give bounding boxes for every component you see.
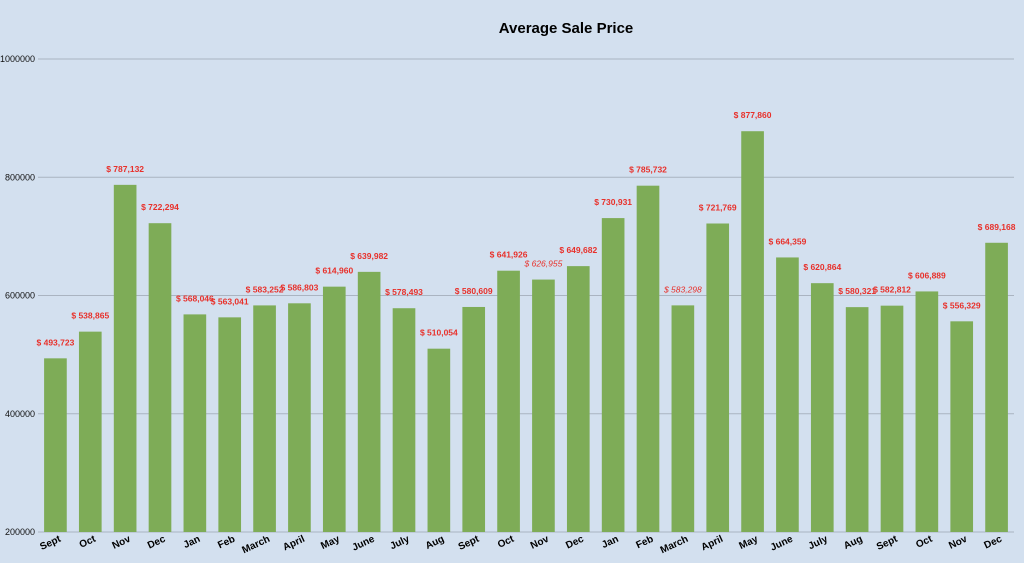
x-tick-label: June [769,534,795,554]
x-tick-label: Sept [875,533,900,552]
x-tick-label: Sept [38,533,63,552]
x-tick-label: Dec [983,534,1005,552]
x-tick-label: May [319,534,342,552]
x-tick-label: Nov [111,534,133,552]
y-tick-label: 400000 [5,409,35,419]
data-label: $ 722,294 [141,202,179,212]
y-tick-label: 200000 [5,527,35,537]
x-tick-label: June [351,534,377,554]
bar [113,184,137,532]
data-label: $ 583,298 [663,284,702,294]
bar [288,303,311,532]
x-tick-label: Jan [600,534,620,551]
data-label: $ 649,682 [559,245,597,255]
data-label: $ 580,321 [838,286,876,296]
bar [636,185,660,532]
data-label: $ 582,812 [873,285,911,295]
x-tick-label: May [738,534,761,552]
bars [44,131,1008,533]
data-label: $ 730,931 [594,197,632,207]
bar [392,308,416,532]
data-label: $ 641,926 [490,250,528,260]
bar [776,257,799,532]
bar [427,348,451,532]
bar [741,131,764,532]
x-tick-label: March [240,534,271,556]
data-label: $ 538,865 [71,311,109,321]
chart-title: Average Sale Price [499,20,634,37]
x-tick-label: April [700,534,725,554]
x-tick-label: Feb [216,534,237,551]
data-label: $ 877,860 [734,110,772,120]
data-label: $ 664,359 [769,236,807,246]
data-label: $ 583,252 [246,284,284,294]
bar [950,321,974,532]
x-tick-label: Oct [78,533,98,550]
x-tick-label: Sept [457,533,482,552]
data-labels: $ 493,723 $ 538,865 $ 787,132 $ 722,294 $ 56… [37,110,1016,347]
data-label: $ 689,168 [978,222,1016,232]
bar [566,266,590,532]
data-label: $ 580,609 [455,286,493,296]
bar [532,279,555,532]
bar [985,242,1008,532]
x-tick-label: Jan [182,534,202,551]
x-tick-label: Nov [529,534,551,552]
bar [601,218,625,533]
y-tick-label: 600000 [5,291,35,301]
x-tick-label: Dec [146,534,168,552]
bar [218,317,242,532]
x-tick-label: July [807,534,830,553]
y-axis-ticks: 200000 400000 600000 800000 1000000 [0,54,35,537]
data-label: $ 620,864 [803,262,841,272]
data-label: $ 639,982 [350,251,388,261]
data-label: $ 614,960 [315,266,353,276]
data-label: $ 510,054 [420,328,458,338]
x-tick-label: Aug [424,534,446,552]
data-label: $ 568,046 [176,293,214,303]
data-label: $ 787,132 [106,164,144,174]
data-label: $ 563,041 [211,296,249,306]
x-tick-label: Feb [635,534,656,551]
data-label: $ 578,493 [385,287,423,297]
bar [810,283,834,532]
y-tick-label: 800000 [5,172,35,182]
bar [462,306,486,532]
x-tick-label: Aug [842,534,864,552]
data-label: $ 556,329 [943,300,981,310]
bar [253,305,276,532]
bar [78,331,102,532]
data-label: $ 785,732 [629,165,667,175]
bar [357,271,381,532]
bar [497,270,520,532]
bar [880,305,904,532]
data-label: $ 586,803 [281,282,319,292]
y-tick-label: 1000000 [0,54,35,64]
bar [706,223,730,532]
bar [183,314,207,532]
x-tick-label: Nov [947,534,969,552]
bar [671,305,695,532]
bar [148,223,172,533]
bar [44,358,67,532]
bar [915,291,939,532]
data-label: $ 721,769 [699,203,737,213]
bar [322,286,346,532]
data-label: $ 493,723 [37,337,75,347]
x-tick-label: Oct [496,533,516,550]
x-tick-label: July [388,534,411,553]
data-label: $ 606,889 [908,270,946,280]
x-tick-label: March [659,534,690,556]
x-tick-label: Dec [564,534,586,552]
x-axis-ticks: Sept Oct Nov Dec Jan Feb March April May June July… [38,533,1004,556]
bar [845,307,869,532]
x-tick-label: April [281,534,306,554]
x-tick-label: Oct [914,533,934,550]
data-label: $ 626,955 [524,259,563,269]
